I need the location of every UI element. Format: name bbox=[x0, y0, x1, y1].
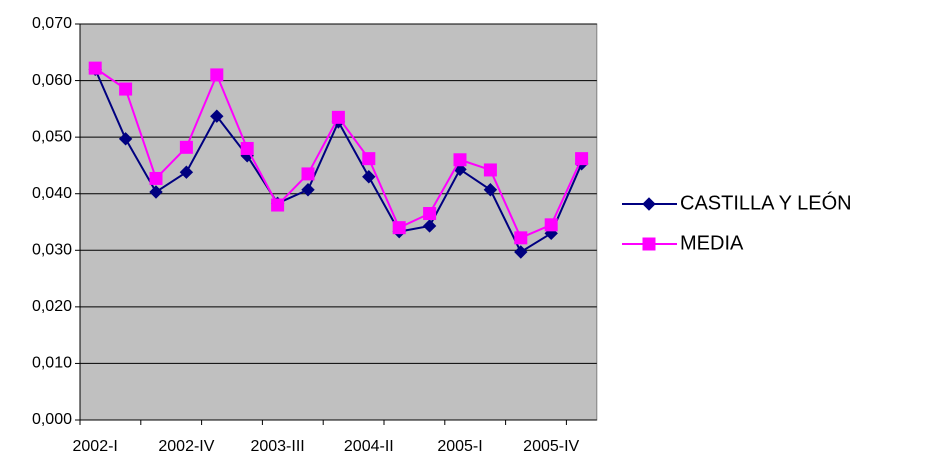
data-point bbox=[301, 167, 315, 181]
data-point bbox=[271, 198, 285, 212]
data-point bbox=[240, 141, 254, 155]
data-point bbox=[119, 82, 133, 96]
legend-marker bbox=[642, 237, 656, 251]
data-point bbox=[210, 68, 224, 82]
y-tick-label: 0,020 bbox=[32, 298, 72, 315]
plot-area bbox=[79, 23, 598, 421]
x-tick-label: 2003-III bbox=[250, 438, 304, 455]
y-tick-label: 0,030 bbox=[32, 242, 72, 259]
x-tick-label: 2005-I bbox=[437, 438, 482, 455]
data-point bbox=[88, 61, 102, 75]
x-tick-label: 2005-IV bbox=[523, 438, 579, 455]
data-point bbox=[423, 207, 437, 221]
x-tick-label: 2002-I bbox=[73, 438, 118, 455]
y-tick-label: 0,050 bbox=[32, 128, 72, 145]
data-point bbox=[179, 165, 194, 179]
data-point bbox=[453, 153, 467, 167]
data-point bbox=[301, 183, 315, 197]
data-point bbox=[422, 219, 437, 233]
legend-label: CASTILLA Y LEÓN bbox=[680, 191, 852, 214]
data-point bbox=[514, 245, 528, 259]
data-point bbox=[118, 132, 133, 146]
data-point bbox=[149, 185, 163, 199]
data-point bbox=[514, 231, 528, 245]
data-point bbox=[149, 171, 163, 185]
data-point bbox=[483, 163, 497, 177]
data-point bbox=[362, 152, 376, 166]
data-point bbox=[210, 109, 224, 123]
data-point bbox=[575, 152, 589, 166]
data-point bbox=[331, 110, 345, 124]
y-tick-label: 0,000 bbox=[32, 411, 72, 428]
data-point bbox=[179, 140, 193, 154]
data-point bbox=[544, 218, 558, 232]
x-tick-label: 2004-II bbox=[344, 438, 394, 455]
y-tick-label: 0,060 bbox=[32, 72, 72, 89]
x-tick-label: 2002-IV bbox=[158, 438, 214, 455]
data-point bbox=[392, 221, 406, 235]
y-tick-label: 0,070 bbox=[32, 15, 72, 32]
y-tick-label: 0,040 bbox=[32, 185, 72, 202]
legend-marker bbox=[642, 197, 656, 211]
y-tick-label: 0,010 bbox=[32, 355, 72, 372]
legend-label: MEDIA bbox=[680, 232, 744, 254]
data-point bbox=[362, 170, 376, 184]
data-point bbox=[483, 183, 498, 197]
